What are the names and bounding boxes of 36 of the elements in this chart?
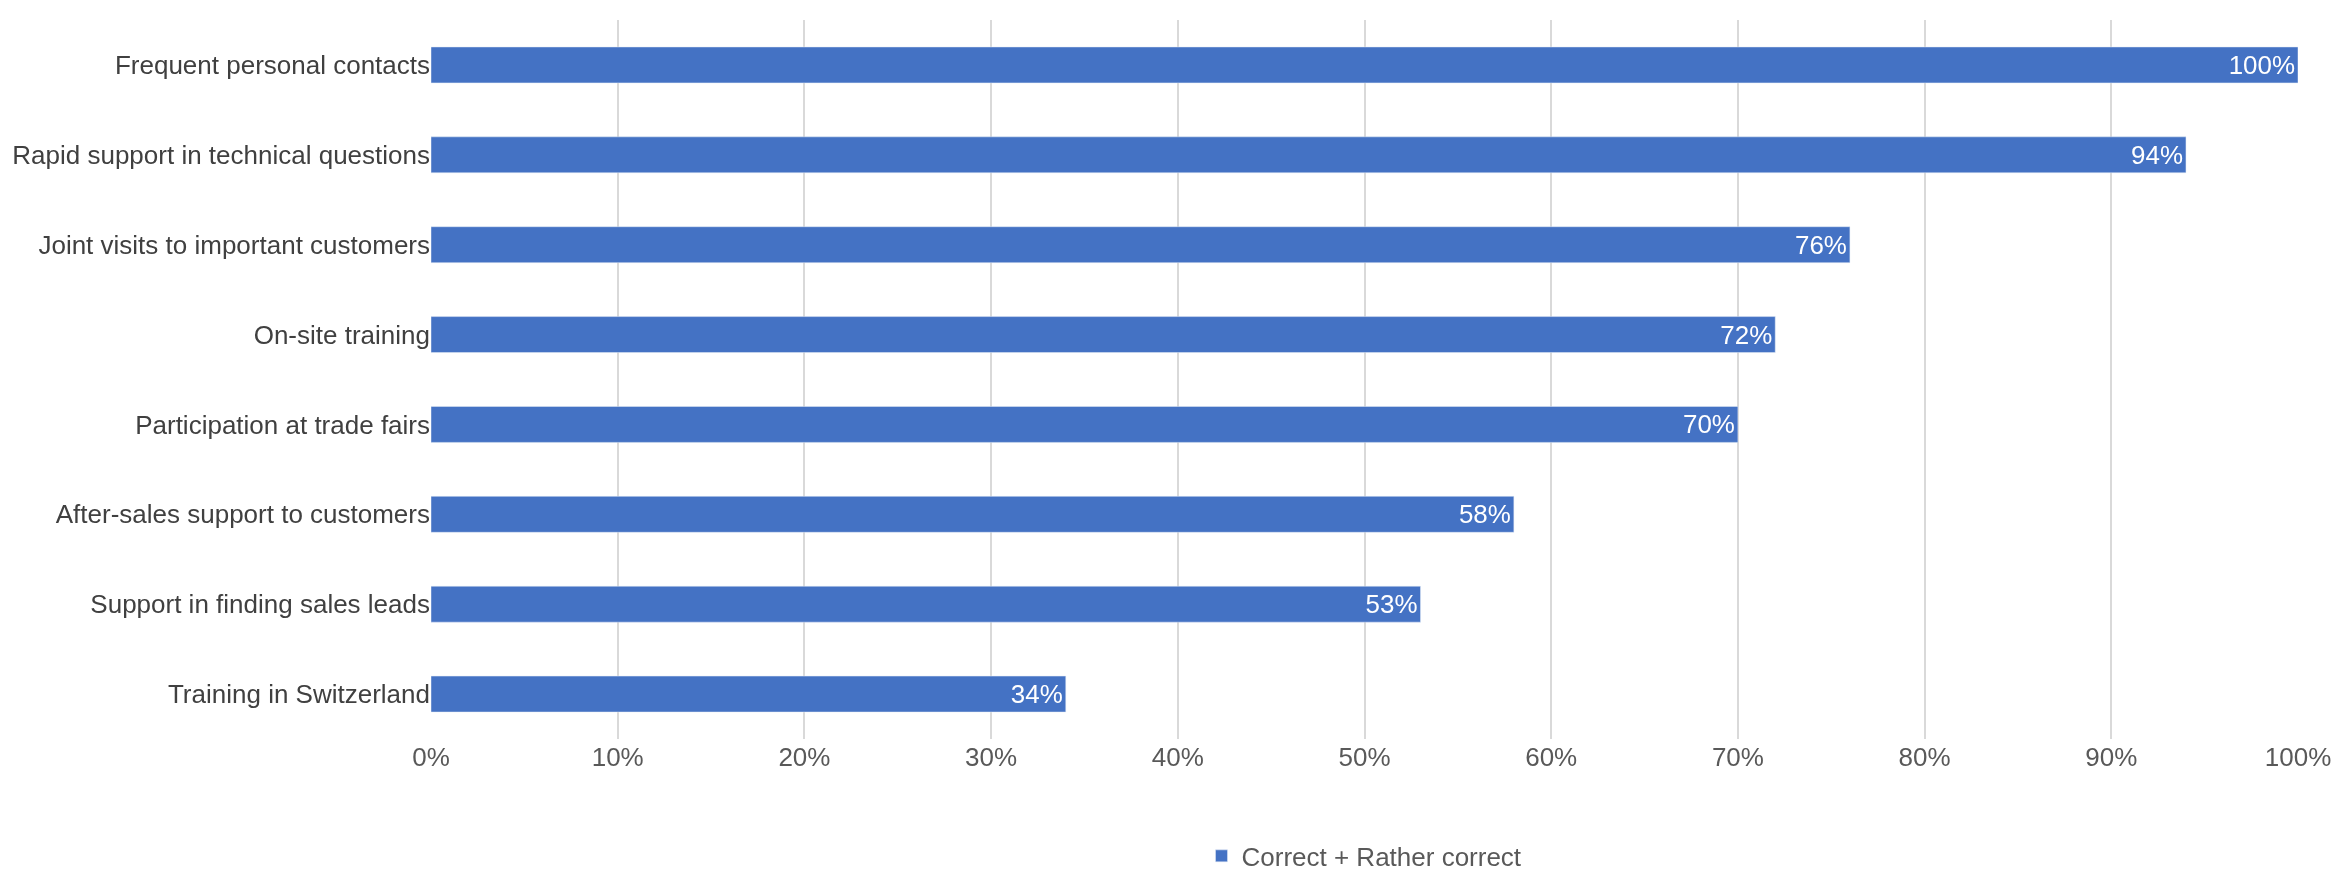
- x-tick-label: 70%: [1711, 742, 1764, 772]
- y-tick-label: Training in Switzerland: [167, 679, 430, 710]
- x-tick-label: 0%: [412, 742, 450, 772]
- x-tick-label: 50%: [1338, 742, 1391, 772]
- bar: [431, 675, 1067, 713]
- y-tick-label: Frequent personal contacts: [114, 50, 430, 81]
- x-tick-label: 80%: [1898, 742, 1951, 772]
- data-label: 58%: [1458, 500, 1511, 529]
- x-tick-label: 10%: [591, 742, 644, 772]
- bar: [431, 496, 1515, 533]
- y-tick-label: Rapid support in technical questions: [12, 139, 430, 170]
- x-tick-label: 20%: [778, 742, 831, 772]
- y-tick-label: Joint visits to important customers: [38, 229, 430, 260]
- y-tick-label: Participation at trade fairs: [135, 409, 430, 440]
- data-label: 70%: [1682, 410, 1735, 439]
- y-tick-label: On-site training: [253, 319, 430, 350]
- legend-label: Correct + Rather correct: [1241, 842, 1522, 873]
- x-tick-label: 30%: [965, 742, 1018, 772]
- bar: [431, 316, 1776, 353]
- data-label: 53%: [1365, 590, 1418, 619]
- data-label: 100%: [2228, 50, 2295, 79]
- x-tick-label: 60%: [1525, 742, 1578, 772]
- bar: [431, 226, 1851, 263]
- bar: [431, 46, 2298, 84]
- data-label: 72%: [1720, 320, 1773, 349]
- data-label: 76%: [1794, 230, 1847, 259]
- x-tick-label: 40%: [1151, 742, 1204, 772]
- bar: [431, 585, 1421, 623]
- data-label: 34%: [1010, 680, 1063, 709]
- y-tick-label: Support in finding sales leads: [90, 589, 430, 620]
- bar: [431, 406, 1739, 443]
- y-tick-label: After-sales support to customers: [55, 499, 430, 530]
- x-tick-label: 100%: [2264, 742, 2332, 772]
- x-tick-label: 90%: [2085, 742, 2138, 772]
- data-label: 94%: [2131, 140, 2183, 169]
- bar: [431, 136, 2187, 174]
